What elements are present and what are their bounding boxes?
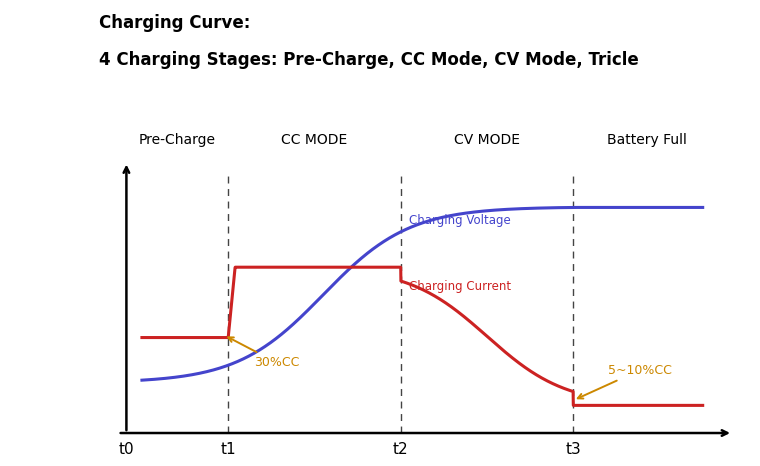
Text: Charging Current: Charging Current xyxy=(410,280,511,293)
Text: Charging Voltage: Charging Voltage xyxy=(410,214,511,227)
Text: 5~10%CC: 5~10%CC xyxy=(578,363,672,398)
Text: Battery Full: Battery Full xyxy=(606,133,686,147)
Text: t1: t1 xyxy=(220,442,236,457)
Text: Charging Curve:: Charging Curve: xyxy=(99,14,250,32)
Text: t2: t2 xyxy=(393,442,409,457)
Text: t0: t0 xyxy=(119,442,135,457)
Text: Pre-Charge: Pre-Charge xyxy=(139,133,216,147)
Text: 30%CC: 30%CC xyxy=(228,337,299,369)
Text: 4 Charging Stages: Pre-Charge, CC Mode, CV Mode, Tricle: 4 Charging Stages: Pre-Charge, CC Mode, … xyxy=(99,51,638,69)
Text: t3: t3 xyxy=(565,442,581,457)
Text: CC MODE: CC MODE xyxy=(281,133,347,147)
Text: CV MODE: CV MODE xyxy=(454,133,520,147)
